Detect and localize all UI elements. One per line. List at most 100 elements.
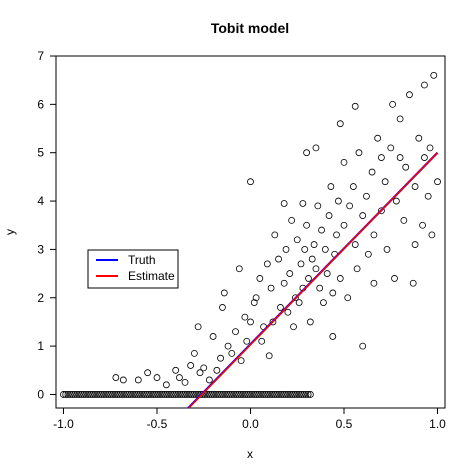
data-point [271,231,279,239]
data-point [306,318,314,326]
censored-point [203,391,211,398]
data-point [312,265,320,273]
data-point [290,323,297,331]
data-point [286,270,294,277]
censored-point [78,391,85,398]
censored-point [286,391,294,398]
data-point [209,333,217,340]
data-point [333,231,340,239]
y-axis-title: y [3,229,17,235]
censored-point [134,391,141,398]
censored-point [62,391,70,398]
censored-point [302,391,310,398]
censored-point [192,391,200,398]
data-point [112,374,120,381]
data-point [364,250,372,258]
censored-point [259,391,267,398]
data-point [280,200,288,207]
data-point [181,378,189,386]
data-point [378,154,385,161]
data-point [237,357,245,365]
censored-point [104,391,112,398]
censored-point [219,391,227,398]
data-point [406,91,413,99]
data-point [359,342,367,350]
data-point [228,349,236,357]
censored-point [223,391,231,398]
censored-point [253,391,260,398]
censored-point [107,391,115,398]
data-point [387,144,395,152]
data-point [288,216,296,224]
censored-point [226,391,233,398]
censored-point [268,391,276,398]
data-point [320,299,327,306]
data-point [370,231,378,239]
censored-point [221,391,229,398]
data-point [325,212,333,219]
data-point [378,207,385,215]
data-point [134,376,142,384]
data-point [243,337,251,345]
censored-point [66,391,74,398]
censored-point [183,391,191,398]
censored-point [271,391,278,398]
data-point [308,255,316,263]
censored-point [246,391,254,398]
data-point [162,381,170,389]
censored-point [167,391,175,398]
data-point [346,202,354,210]
censored-point [91,391,99,398]
data-point [247,178,254,186]
censored-point [163,391,171,398]
censored-point [208,391,216,398]
censored-point [297,391,305,398]
censored-point [154,391,162,398]
censored-point [235,391,242,398]
censored-point [138,391,146,398]
censored-point [190,391,198,398]
y-tick-label: 1 [37,339,44,353]
data-point [351,241,359,248]
data-point [396,115,404,123]
legend-box [87,249,179,289]
censored-point [232,391,240,398]
data-point [153,374,161,381]
data-point [256,275,264,282]
data-point [396,154,404,161]
censored-point [239,391,247,398]
data-point [400,216,408,224]
censored-point [187,391,195,398]
data-point [344,294,352,302]
x-tick-label: 0.0 [242,417,259,431]
censored-point [73,391,81,398]
censored-point [172,391,180,398]
data-point [336,275,344,282]
censored-point [111,391,119,398]
censored-point [185,391,193,398]
censored-point [241,391,249,398]
x-tick-label: -0.5 [147,417,168,431]
censored-point [95,391,103,398]
data-point [323,270,331,277]
data-point [363,192,370,200]
censored-point [147,391,155,398]
censored-point [264,391,272,398]
data-point [329,333,337,340]
censored-point [176,391,184,398]
data-point [424,192,432,200]
data-point [263,260,271,268]
censored-point [255,391,263,398]
censored-point [75,391,83,398]
data-point [329,289,337,297]
legend: Truth Estimate [87,249,179,289]
data-point [409,279,417,287]
censored-point [158,391,166,398]
censored-point [71,391,79,398]
data-point [252,294,260,302]
data-point [194,323,202,331]
data-point [295,299,303,306]
chart-title: Tobit model [211,20,289,36]
censored-point [149,391,157,398]
